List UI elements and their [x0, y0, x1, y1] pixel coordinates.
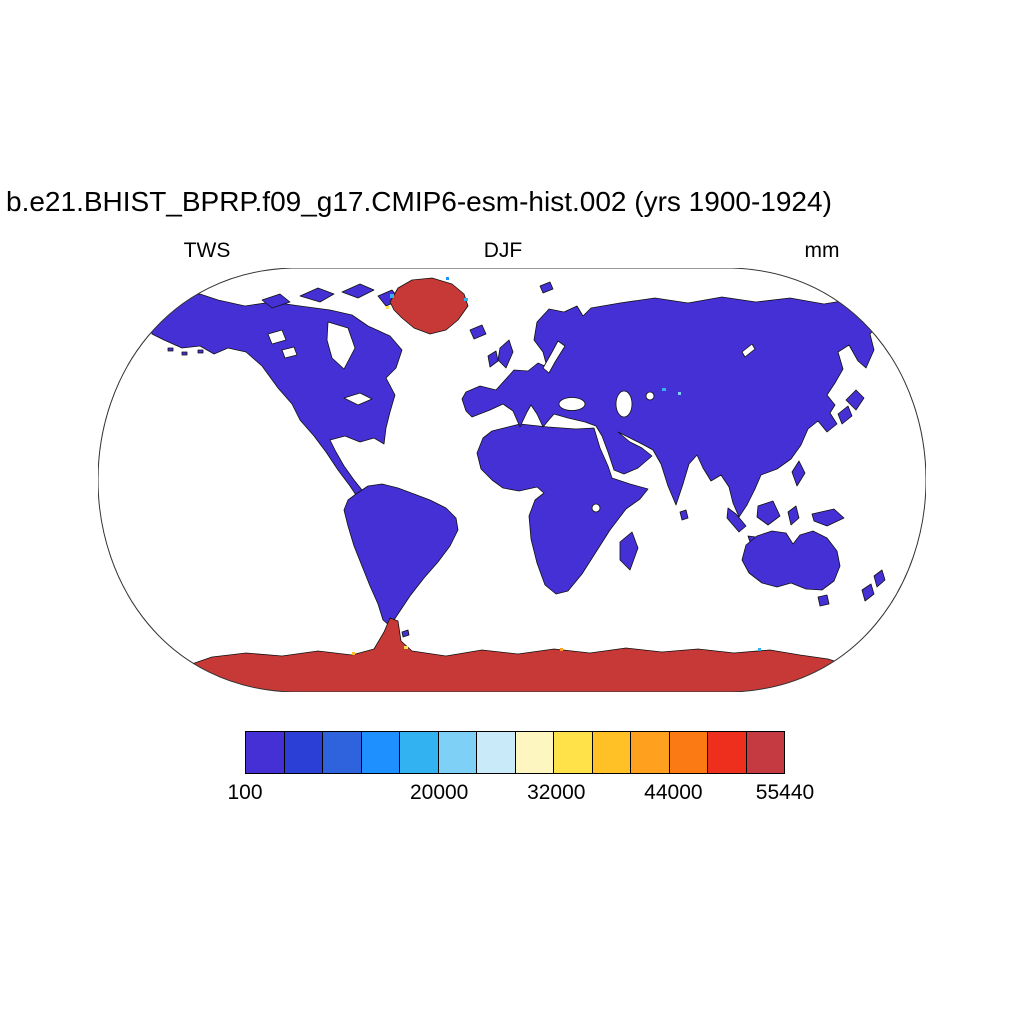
colorbar-tick-label: 44000: [644, 781, 703, 804]
map-speck: [678, 392, 681, 395]
aral-sea: [645, 391, 655, 401]
new-zealand: [873, 569, 886, 588]
map-speck: [560, 648, 563, 651]
aleutian-island: [197, 349, 204, 354]
world-map: [98, 268, 926, 692]
svalbard: [539, 281, 554, 294]
map-speck: [758, 648, 761, 651]
arctic-island: [341, 283, 375, 299]
colorbar-ticks: 100 20000 32000 44000 55440: [227, 781, 814, 811]
map-speck: [386, 306, 389, 309]
colorbar-box: [553, 732, 592, 773]
colorbar-box: [399, 732, 438, 773]
colorbar-box: [668, 732, 707, 773]
map-speck: [404, 646, 408, 649]
lake-victoria: [591, 503, 601, 513]
madagascar: [619, 531, 639, 571]
lake-baikal: [741, 343, 756, 358]
black-sea: [558, 397, 586, 411]
great-britain: [497, 339, 514, 369]
aleutian-island: [167, 347, 174, 352]
aleutian-island: [181, 351, 188, 356]
south-america: [343, 483, 459, 627]
arctic-island: [261, 293, 291, 309]
colorbar-tick-label: 100: [227, 781, 263, 804]
sri-lanka: [679, 509, 689, 521]
colorbar-tick-label: 20000: [409, 781, 469, 804]
colorbar-box: [437, 732, 476, 773]
colorbar-box: [476, 732, 515, 773]
hudson-bay: [326, 321, 356, 370]
colorbar-box: [283, 732, 322, 773]
colorbar-box: [591, 732, 630, 773]
great-bear-lake: [267, 329, 287, 345]
falkland-islands: [401, 629, 410, 638]
variable-label: TWS: [183, 239, 231, 262]
colorbar-boxes: [245, 731, 785, 774]
arctic-island: [299, 287, 335, 303]
sulawesi: [787, 505, 800, 526]
baltic-sea: [542, 340, 566, 374]
map-speck: [446, 277, 449, 280]
japan: [845, 389, 865, 411]
map-speck: [352, 652, 355, 655]
eurasia: [461, 296, 890, 518]
great-slave-lake: [281, 346, 298, 359]
caspian-sea: [615, 390, 633, 418]
colorbar-box: [322, 732, 361, 773]
plot-title: b.e21.BHIST_BPRP.f09_g17.CMIP6-esm-hist.…: [6, 186, 832, 217]
colorbar-box: [630, 732, 669, 773]
philippines: [791, 460, 806, 487]
colorbar-box: [707, 732, 746, 773]
new-zealand: [861, 583, 875, 602]
new-guinea: [811, 508, 845, 527]
sumatra: [726, 507, 747, 533]
units-label: mm: [804, 239, 840, 262]
africa: [476, 423, 649, 595]
map-speck: [662, 388, 666, 391]
map-speck: [390, 294, 394, 298]
tasmania: [817, 594, 830, 607]
colorbar-box: [360, 732, 399, 773]
map-speck: [464, 298, 468, 301]
colorbar-box: [514, 732, 553, 773]
greenland: [389, 277, 469, 335]
season-label: DJF: [483, 239, 523, 262]
antarctica: [159, 617, 867, 692]
australia: [741, 530, 841, 591]
colorbar-tick-label: 32000: [527, 781, 586, 804]
colorbar: 100 20000 32000 44000 55440: [227, 731, 814, 811]
borneo: [756, 500, 781, 526]
great-lakes: [343, 392, 373, 406]
colorbar-box: [246, 732, 284, 773]
iceland: [469, 324, 487, 340]
japan: [837, 405, 853, 425]
colorbar-tick-label: 55440: [755, 781, 815, 804]
ireland: [487, 350, 499, 368]
projection-outline: [98, 268, 926, 692]
colorbar-box: [745, 732, 784, 773]
